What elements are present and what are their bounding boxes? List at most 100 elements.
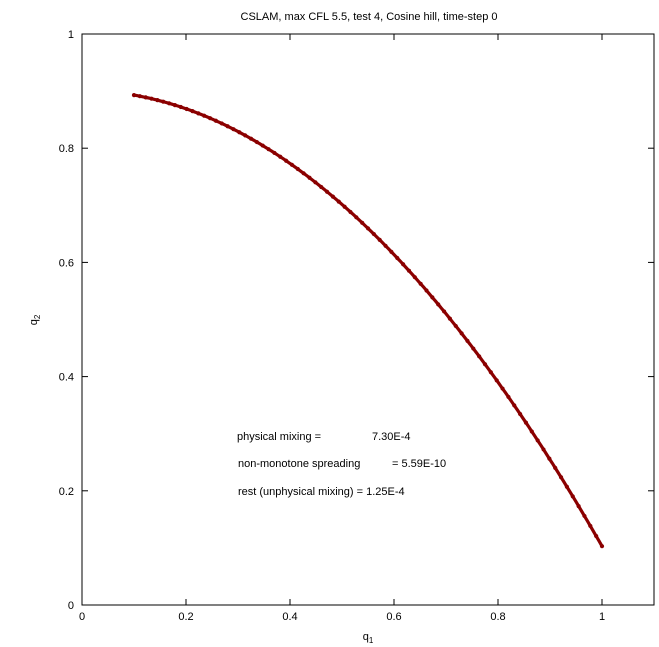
annotation-physical-mixing-value: 7.30E-4: [372, 431, 411, 443]
data-point: [248, 136, 254, 141]
data-point: [371, 231, 376, 237]
data-point: [488, 370, 493, 375]
data-point: [278, 154, 283, 159]
data-point: [213, 118, 218, 123]
data-point: [529, 429, 534, 434]
y-axis-label: q2: [28, 314, 42, 325]
data-point: [184, 106, 189, 112]
data-point: [155, 98, 160, 103]
data-point: [553, 465, 558, 470]
data-point: [512, 403, 517, 408]
data-point: [406, 268, 412, 273]
annotations: physical mixing = 7.30E-4 non-monotone s…: [237, 431, 446, 498]
data-point: [348, 209, 353, 215]
y-axis-label-base: q: [28, 319, 40, 325]
annotation-physical-mixing-label: physical mixing =: [237, 431, 321, 443]
x-tick-label: 0.6: [386, 611, 401, 623]
data-point: [207, 116, 213, 121]
data-point: [161, 99, 166, 104]
data-point: [289, 162, 295, 167]
data-point: [330, 194, 335, 199]
data-point: [237, 130, 242, 135]
data-point: [360, 220, 365, 225]
data-point: [453, 323, 458, 329]
x-axis-label: q1: [363, 631, 374, 645]
data-point: [307, 175, 312, 180]
data-point: [412, 275, 417, 280]
y-axis: 0 0.2 0.4 0.6 0.8 1: [59, 29, 654, 612]
data-point: [506, 394, 511, 400]
data-point: [570, 494, 575, 499]
data-point: [588, 523, 593, 529]
data-series: [131, 92, 605, 549]
data-point: [500, 386, 505, 391]
data-point: [336, 199, 341, 204]
data-point: [471, 346, 476, 351]
y-tick-label: 0.2: [59, 486, 74, 498]
chart-title: CSLAM, max CFL 5.5, test 4, Cosine hill,…: [241, 11, 498, 23]
data-point: [424, 288, 429, 293]
data-point: [594, 533, 599, 539]
data-point: [219, 121, 224, 126]
y-tick-label: 0: [68, 600, 74, 612]
data-point: [266, 147, 271, 152]
data-point: [599, 544, 605, 549]
y-tick-label: 0.8: [59, 143, 74, 155]
data-point: [190, 109, 195, 114]
annotation-non-monotone-value: = 5.59E-10: [392, 458, 446, 470]
x-axis: 0 0.2 0.4 0.6 0.8 1: [79, 34, 605, 623]
data-point: [395, 255, 400, 261]
data-point: [564, 484, 570, 489]
data-point: [284, 158, 289, 163]
data-point: [383, 243, 388, 248]
data-point: [131, 92, 137, 98]
data-point: [295, 166, 300, 172]
data-point: [482, 362, 488, 367]
data-point: [272, 150, 277, 156]
y-tick-label: 0.4: [59, 372, 74, 384]
data-point: [319, 184, 324, 190]
data-point: [377, 237, 382, 242]
data-point: [231, 127, 236, 132]
x-axis-label-base: q: [363, 631, 369, 643]
data-point: [477, 354, 482, 359]
annotation-rest-label: rest (unphysical mixing) = 1.25E-4: [238, 486, 405, 498]
x-tick-label: 0.2: [178, 611, 193, 623]
x-tick-label: 0: [79, 611, 85, 623]
x-tick-label: 0.8: [490, 611, 505, 623]
data-point: [401, 262, 406, 267]
data-point: [547, 456, 552, 461]
data-point: [541, 447, 546, 452]
data-point: [389, 249, 394, 254]
data-point: [430, 295, 435, 300]
data-point: [301, 171, 306, 176]
data-point: [172, 102, 178, 108]
data-point: [582, 513, 587, 519]
data-point: [459, 331, 464, 336]
data-point: [354, 215, 359, 220]
data-point: [494, 378, 499, 383]
data-point: [313, 180, 318, 185]
data-point: [418, 281, 423, 286]
data-point: [518, 411, 523, 417]
data-point: [196, 111, 201, 116]
data-point: [202, 113, 207, 118]
x-tick-label: 0.4: [282, 611, 297, 623]
data-point: [178, 104, 183, 110]
y-axis-label-sub: 2: [33, 314, 42, 319]
y-tick-label: 1: [68, 29, 74, 41]
x-axis-label-sub: 1: [369, 636, 374, 645]
data-point: [225, 124, 230, 129]
data-point: [167, 101, 172, 106]
data-point: [143, 95, 148, 100]
data-curve: [132, 93, 604, 548]
data-point: [465, 338, 470, 343]
plot-frame: [81, 33, 655, 606]
data-point: [137, 94, 142, 99]
annotation-non-monotone-label: non-monotone spreading: [238, 458, 360, 470]
data-point: [523, 420, 529, 425]
data-point: [260, 143, 265, 148]
data-point: [576, 504, 581, 509]
x-tick-label: 1: [599, 611, 605, 623]
